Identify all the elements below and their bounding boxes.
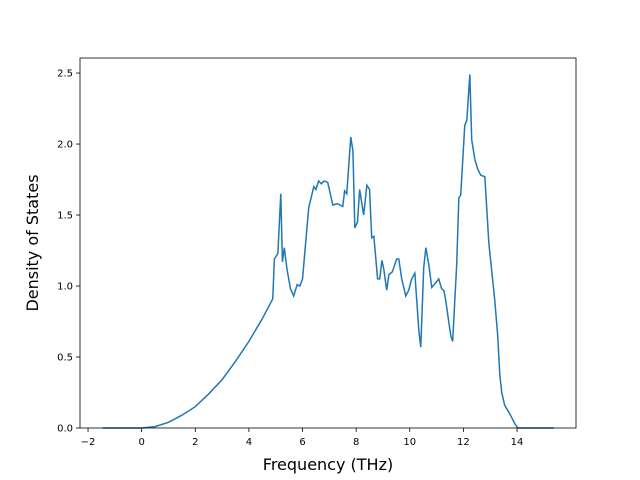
x-tick-label: 6 bbox=[299, 437, 305, 448]
y-tick-label: 2.0 bbox=[57, 140, 73, 151]
x-tick-label: 12 bbox=[457, 437, 470, 448]
x-tick-label: 10 bbox=[403, 437, 416, 448]
y-axis-label: Density of States bbox=[23, 174, 42, 311]
x-tick-label: 14 bbox=[511, 437, 524, 448]
line-series bbox=[102, 74, 554, 429]
x-tick-label: −2 bbox=[81, 437, 96, 448]
x-axis-label: Frequency (THz) bbox=[263, 455, 393, 474]
x-tick-label: 2 bbox=[192, 437, 198, 448]
plot-frame bbox=[79, 57, 577, 429]
y-tick-label: 0.5 bbox=[57, 353, 73, 364]
x-tick-label: 8 bbox=[353, 437, 359, 448]
x-tick-label: 0 bbox=[138, 437, 144, 448]
y-tick-label: 1.5 bbox=[57, 211, 73, 222]
y-tick-label: 1.0 bbox=[57, 282, 73, 293]
y-tick-label: 0.0 bbox=[57, 424, 73, 435]
y-tick-label: 2.5 bbox=[57, 69, 73, 80]
x-tick-label: 4 bbox=[246, 437, 252, 448]
